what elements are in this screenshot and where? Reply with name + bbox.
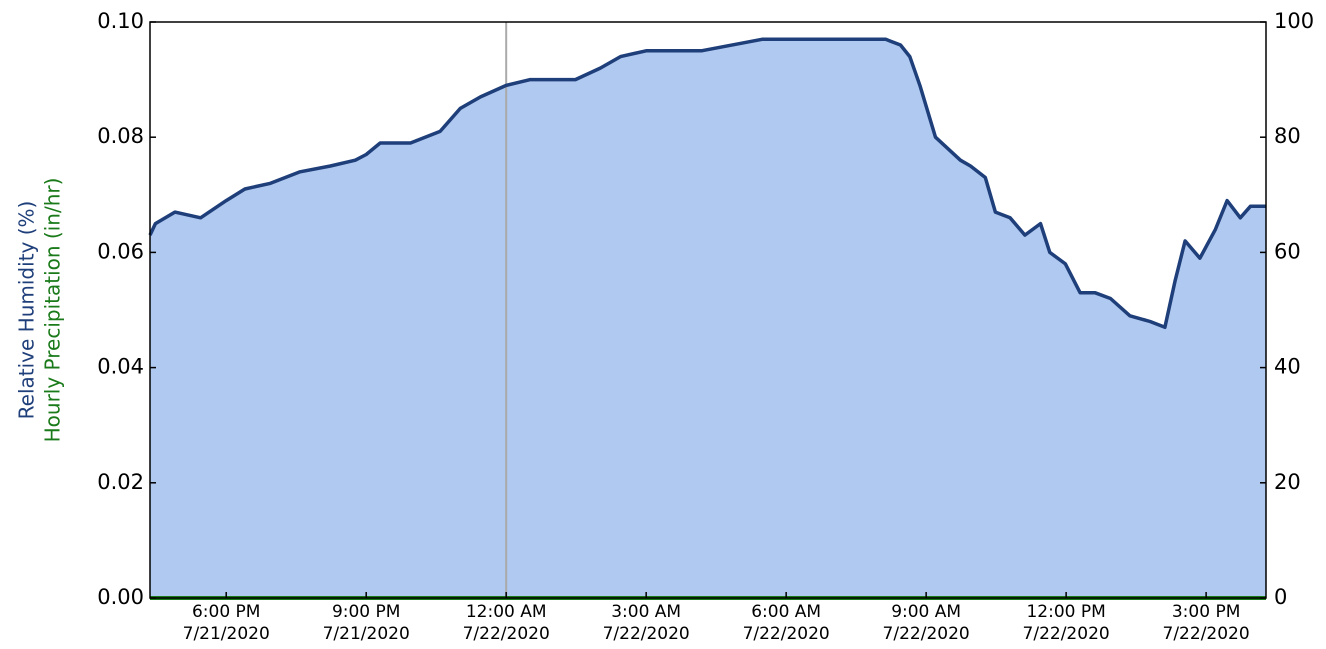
- y2-tick-label: 60: [1274, 239, 1301, 263]
- x-tick-label: 9:00 PM: [332, 602, 401, 622]
- x-tick-label: 7/22/2020: [463, 624, 550, 644]
- y-tick-label: 0.08: [97, 124, 144, 148]
- x-tick-label: 7/22/2020: [883, 624, 970, 644]
- y-tick-label: 0.02: [97, 470, 144, 494]
- x-tick-label: 6:00 AM: [751, 602, 821, 622]
- y2-tick-label: 40: [1274, 355, 1301, 379]
- y2-tick-label: 100: [1274, 9, 1314, 33]
- x-tick-label: 3:00 AM: [611, 602, 681, 622]
- y2-tick-label: 20: [1274, 470, 1301, 494]
- y2-tick-label: 0: [1274, 585, 1287, 609]
- axis-label: Relative Humidity (%): [15, 201, 39, 420]
- x-tick-label: 12:00 PM: [1026, 602, 1105, 622]
- x-tick-label: 6:00 PM: [192, 602, 261, 622]
- area: [150, 39, 1266, 599]
- x-tick-label: 3:00 PM: [1172, 602, 1241, 622]
- y-tick-label: 0.10: [97, 9, 144, 33]
- y-tick-label: 0.04: [97, 355, 144, 379]
- x-tick-label: 12:00 AM: [466, 602, 547, 622]
- x-tick-label: 7/21/2020: [183, 624, 270, 644]
- y-tick-label: 0.00: [97, 585, 144, 609]
- line: [148, 37, 1266, 330]
- plot-frame: [149, 21, 1267, 599]
- y2-tick-label: 80: [1274, 124, 1301, 148]
- x-tick-label: 7/22/2020: [1023, 624, 1110, 644]
- x-tick-label: 7/21/2020: [323, 624, 410, 644]
- axis-label: Hourly Precipitation (in/hr): [41, 178, 65, 443]
- y-tick-label: 0.06: [97, 239, 144, 263]
- x-tick-label: 7/22/2020: [1163, 624, 1250, 644]
- x-tick-label: 7/22/2020: [603, 624, 690, 644]
- x-tick-label: 9:00 AM: [891, 602, 961, 622]
- x-tick-label: 7/22/2020: [743, 624, 830, 644]
